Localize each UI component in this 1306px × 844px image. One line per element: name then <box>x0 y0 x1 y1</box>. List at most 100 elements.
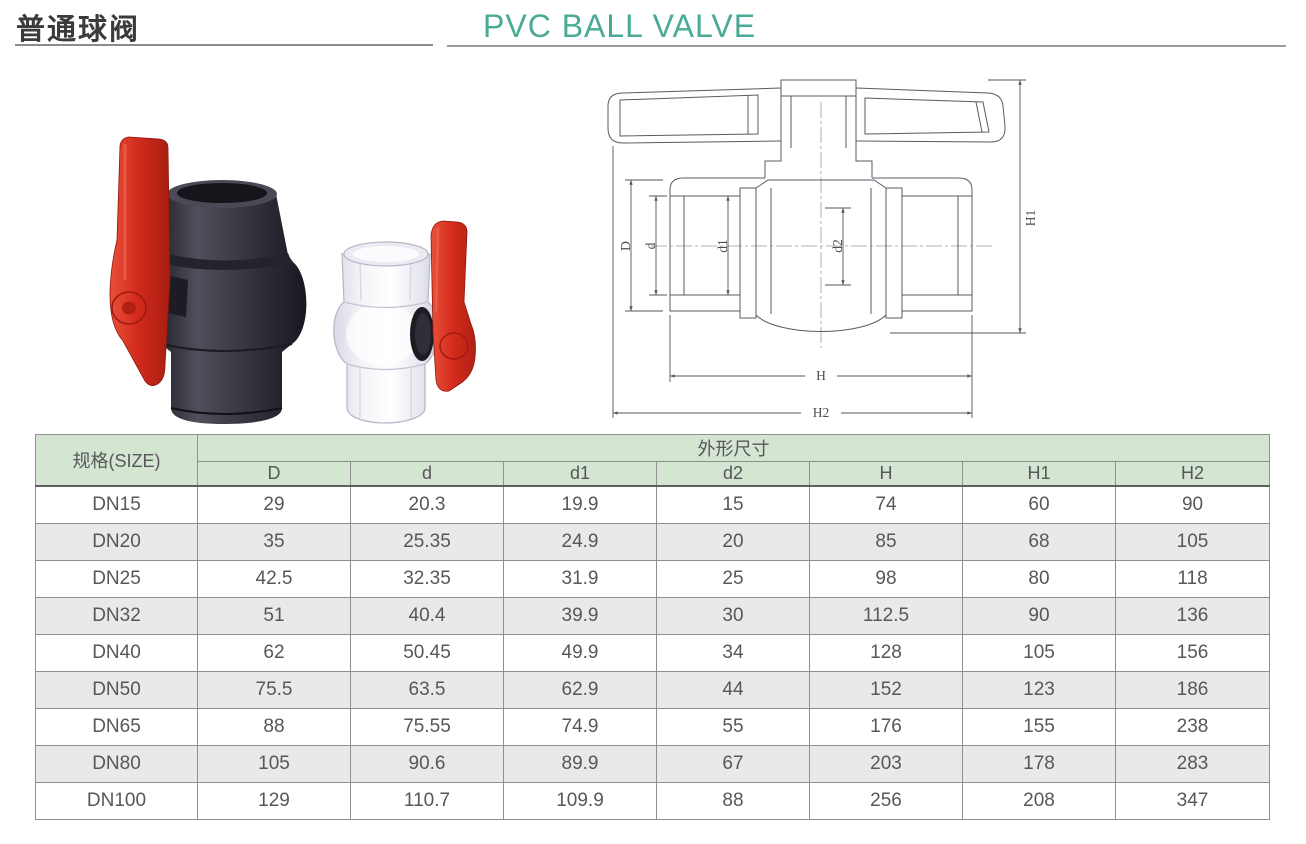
size-cell: DN20 <box>35 523 198 561</box>
dark-valve-photo <box>109 136 307 424</box>
value-cell: 105 <box>1114 523 1271 561</box>
valve-body-dark <box>146 180 307 424</box>
value-cell: 25 <box>656 560 810 598</box>
value-cell: 25.35 <box>350 523 504 561</box>
value-cell: 15 <box>656 485 810 524</box>
value-cell: 24.9 <box>503 523 657 561</box>
value-cell: 136 <box>1114 597 1271 635</box>
value-cell: 283 <box>1114 745 1271 783</box>
group-header-row: 规格(SIZE) 外形尺寸 <box>35 434 1271 487</box>
column-header: d <box>350 461 504 487</box>
centerlines <box>651 102 993 348</box>
column-header: H1 <box>962 461 1116 487</box>
dim-label-D: D <box>618 241 633 251</box>
value-cell: 62.9 <box>503 671 657 709</box>
value-cell: 129 <box>197 782 351 820</box>
value-cell: 75.5 <box>197 671 351 709</box>
technical-drawing: D d d1 d2 H1 H H2 <box>607 79 1038 420</box>
value-cell: 156 <box>1114 634 1271 672</box>
value-cell: 60 <box>962 485 1116 524</box>
value-cell: 90.6 <box>350 745 504 783</box>
size-cell: DN40 <box>35 634 198 672</box>
column-header: H <box>809 461 963 487</box>
value-cell: 62 <box>197 634 351 672</box>
dimension-labels: D d d1 d2 H1 H H2 <box>618 210 1038 420</box>
value-cell: 85 <box>809 523 963 561</box>
column-header: d1 <box>503 461 657 487</box>
table-row: DN80 105 90.6 89.9 67 203 178 283 <box>35 745 1271 783</box>
value-cell: 19.9 <box>503 485 657 524</box>
size-cell: DN100 <box>35 782 198 820</box>
value-cell: 74 <box>809 485 963 524</box>
value-cell: 89.9 <box>503 745 657 783</box>
value-cell: 238 <box>1114 708 1271 746</box>
value-cell: 123 <box>962 671 1116 709</box>
page-title-cn: 普通球阀 <box>16 14 141 46</box>
value-cell: 40.4 <box>350 597 504 635</box>
value-cell: 155 <box>962 708 1116 746</box>
clear-valve-photo <box>333 220 476 424</box>
size-column-header: 规格(SIZE) <box>35 434 198 487</box>
value-cell: 20 <box>656 523 810 561</box>
table-row: DN15 29 20.3 19.9 15 74 60 90 <box>35 485 1271 524</box>
dimension-lines <box>612 79 1026 418</box>
value-cell: 67 <box>656 745 810 783</box>
value-cell: 49.9 <box>503 634 657 672</box>
value-cell: 74.9 <box>503 708 657 746</box>
value-cell: 32.35 <box>350 560 504 598</box>
value-cell: 55 <box>656 708 810 746</box>
size-cell: DN50 <box>35 671 198 709</box>
table-row: DN25 42.5 32.35 31.9 25 98 80 118 <box>35 560 1271 598</box>
value-cell: 51 <box>197 597 351 635</box>
size-cell: DN25 <box>35 560 198 598</box>
value-cell: 152 <box>809 671 963 709</box>
value-cell: 105 <box>197 745 351 783</box>
value-cell: 105 <box>962 634 1116 672</box>
value-cell: 35 <box>197 523 351 561</box>
column-header: d2 <box>656 461 810 487</box>
value-cell: 31.9 <box>503 560 657 598</box>
size-cell: DN65 <box>35 708 198 746</box>
valve-handle-red-small <box>430 220 476 392</box>
size-cell: DN32 <box>35 597 198 635</box>
value-cell: 90 <box>962 597 1116 635</box>
value-cell: 44 <box>656 671 810 709</box>
table-row: DN50 75.5 63.5 62.9 44 152 123 186 <box>35 671 1271 709</box>
value-cell: 68 <box>962 523 1116 561</box>
column-header: H2 <box>1114 461 1271 487</box>
value-cell: 128 <box>809 634 963 672</box>
dim-label-H2: H2 <box>813 405 830 420</box>
value-cell: 30 <box>656 597 810 635</box>
valve-stem-dark <box>167 275 188 317</box>
value-cell: 39.9 <box>503 597 657 635</box>
value-cell: 176 <box>809 708 963 746</box>
dim-label-d1: d1 <box>715 239 730 253</box>
value-cell: 208 <box>962 782 1116 820</box>
table-row: DN65 88 75.55 74.9 55 176 155 238 <box>35 708 1271 746</box>
valve-gasket-ring <box>410 307 434 361</box>
title-underline-right <box>447 45 1286 47</box>
value-cell: 29 <box>197 485 351 524</box>
valve-handle-red <box>109 136 171 386</box>
table-row: DN40 62 50.45 49.9 34 128 105 156 <box>35 634 1271 672</box>
value-cell: 90 <box>1114 485 1271 524</box>
value-cell: 20.3 <box>350 485 504 524</box>
column-header: D <box>197 461 351 487</box>
valve-outline <box>607 79 1006 332</box>
dim-label-H: H <box>816 368 826 383</box>
value-cell: 256 <box>809 782 963 820</box>
value-cell: 118 <box>1114 560 1271 598</box>
value-cell: 110.7 <box>350 782 504 820</box>
value-cell: 50.45 <box>350 634 504 672</box>
table-row: DN100 129 110.7 109.9 88 256 208 347 <box>35 782 1271 820</box>
value-cell: 80 <box>962 560 1116 598</box>
value-cell: 88 <box>197 708 351 746</box>
value-cell: 203 <box>809 745 963 783</box>
table-body: DN15 29 20.3 19.9 15 74 60 90 DN20 35 25.35 24.9 20 8… <box>35 485 1271 820</box>
dim-label-d2: d2 <box>830 239 845 253</box>
value-cell: 109.9 <box>503 782 657 820</box>
value-cell: 98 <box>809 560 963 598</box>
value-cell: 75.55 <box>350 708 504 746</box>
